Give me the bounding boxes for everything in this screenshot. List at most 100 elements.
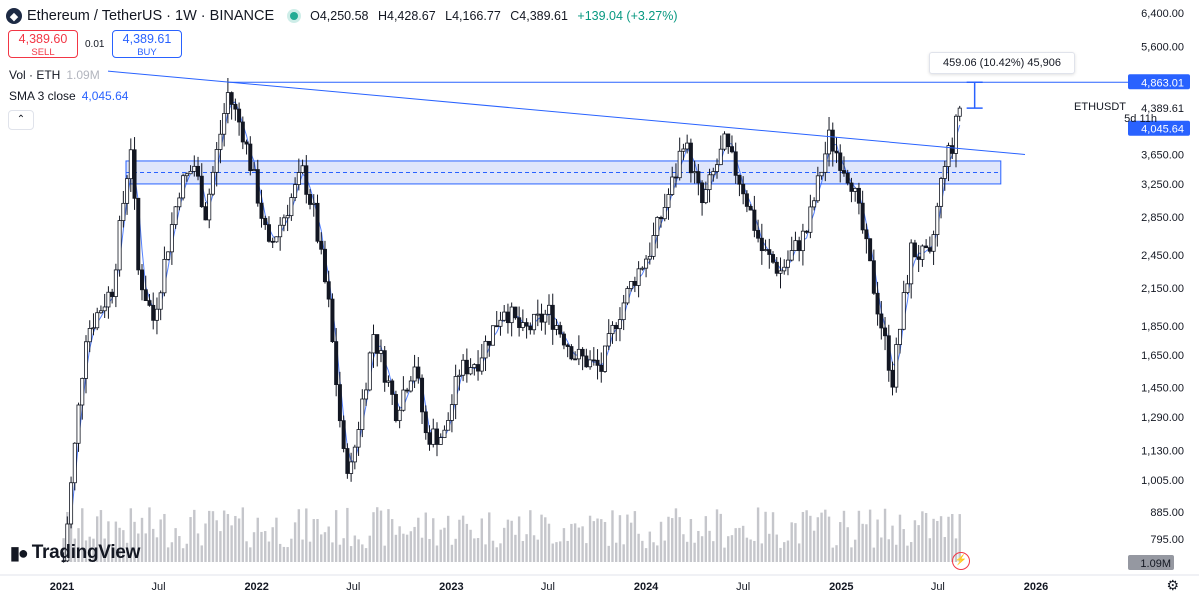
- candle: [498, 311, 503, 336]
- candle-body: [901, 292, 906, 330]
- candle: [401, 376, 406, 412]
- volume-bar: [137, 533, 140, 562]
- candle: [662, 193, 667, 222]
- candle: [703, 181, 708, 205]
- volume-bar: [936, 520, 939, 562]
- candle: [296, 158, 301, 191]
- volume-bar: [491, 540, 495, 562]
- candle: [827, 117, 832, 167]
- price-tick-label: 3,250.00: [1141, 179, 1184, 191]
- tradingview-logo[interactable]: ▮● TradingView: [10, 542, 140, 564]
- candle: [151, 292, 156, 330]
- volume-bar: [256, 517, 259, 562]
- candle-body: [274, 236, 279, 243]
- time-tick-label: Jul: [541, 581, 555, 593]
- volume-bar: [361, 544, 364, 562]
- candle: [759, 223, 764, 265]
- sma-indicator-legend[interactable]: SMA 3 close 4,045.64: [9, 89, 128, 103]
- lightning-icon[interactable]: ⚡: [952, 552, 970, 570]
- candle: [860, 190, 865, 234]
- volume-bar: [943, 537, 946, 562]
- candle: [117, 215, 122, 277]
- time-tick-label: 2026: [1024, 581, 1048, 593]
- candle-body: [199, 175, 204, 208]
- candle-body: [420, 377, 425, 413]
- volume-bar: [521, 541, 525, 562]
- candle-body: [890, 369, 895, 388]
- candle: [188, 165, 193, 175]
- candle-body: [659, 217, 664, 220]
- symbol-tag: ETHUSDT: [1074, 101, 1126, 113]
- candle-body: [427, 432, 432, 445]
- sma-indicator-value: 4,045.64: [81, 89, 129, 103]
- candle: [606, 319, 611, 351]
- bar-countdown: 5d 11h: [1124, 113, 1157, 125]
- candle-body: [270, 240, 275, 243]
- candle: [281, 214, 286, 232]
- candle-body: [789, 250, 794, 261]
- price-tick-label: 2,450.00: [1141, 250, 1184, 262]
- candle: [924, 239, 929, 249]
- candle-body: [259, 202, 264, 219]
- candle: [315, 194, 320, 244]
- candle: [711, 167, 716, 182]
- candle-body: [263, 218, 268, 226]
- candle: [446, 412, 451, 431]
- candle-body: [550, 304, 555, 330]
- candle: [905, 274, 910, 295]
- volume-bar: [405, 534, 409, 562]
- candle: [304, 155, 309, 204]
- candle-body: [121, 202, 126, 221]
- volume-bar: [353, 535, 357, 562]
- candle: [651, 222, 656, 260]
- candle: [356, 421, 361, 456]
- candle: [233, 98, 238, 121]
- volume-bar: [618, 515, 622, 562]
- time-tick-label: 2025: [829, 581, 853, 593]
- candle: [337, 371, 342, 428]
- volume-bar: [771, 512, 775, 562]
- candle: [263, 215, 268, 230]
- buy-button[interactable]: 4,389.61 BUY: [112, 30, 182, 58]
- candle-body: [315, 202, 320, 242]
- candle-body: [774, 261, 779, 274]
- candle: [218, 119, 223, 164]
- candle: [659, 215, 664, 228]
- candle-body: [897, 328, 902, 345]
- candle: [98, 305, 103, 314]
- volume-bar: [125, 542, 129, 562]
- candle: [565, 343, 570, 358]
- candle-body: [132, 149, 137, 199]
- volume-indicator-legend[interactable]: Vol · ETH 1.09M: [9, 68, 100, 82]
- candle-body: [222, 113, 227, 135]
- candle: [154, 297, 159, 335]
- candle: [237, 102, 242, 136]
- chevron-up-icon[interactable]: ⌃: [8, 110, 34, 130]
- volume-bar: [163, 513, 166, 562]
- candle-body: [237, 108, 242, 123]
- volume-bar: [536, 539, 539, 562]
- candle-body: [281, 217, 286, 226]
- candle-body: [69, 482, 74, 525]
- candle-body: [461, 359, 466, 376]
- gear-icon[interactable]: ⚙: [1166, 577, 1179, 593]
- volume-bar: [715, 509, 719, 562]
- volume-bar: [708, 530, 711, 562]
- sell-button[interactable]: 4,389.60 SELL: [8, 30, 78, 58]
- candle: [308, 189, 313, 210]
- candle-body: [677, 150, 682, 179]
- candle: [311, 194, 316, 217]
- volume-bar: [850, 547, 853, 562]
- price-tick-label: 1,650.00: [1141, 350, 1184, 362]
- symbol-title[interactable]: Ethereum / TetherUS · 1W · BINANCE: [27, 8, 275, 24]
- candle-body: [771, 254, 776, 263]
- volume-bar: [865, 524, 868, 562]
- candle: [812, 197, 817, 211]
- candle-body: [573, 358, 578, 361]
- candle-body: [528, 325, 533, 331]
- candle-body: [184, 173, 189, 177]
- candle-body: [744, 193, 749, 207]
- candle-body: [225, 92, 230, 114]
- candle: [808, 194, 813, 239]
